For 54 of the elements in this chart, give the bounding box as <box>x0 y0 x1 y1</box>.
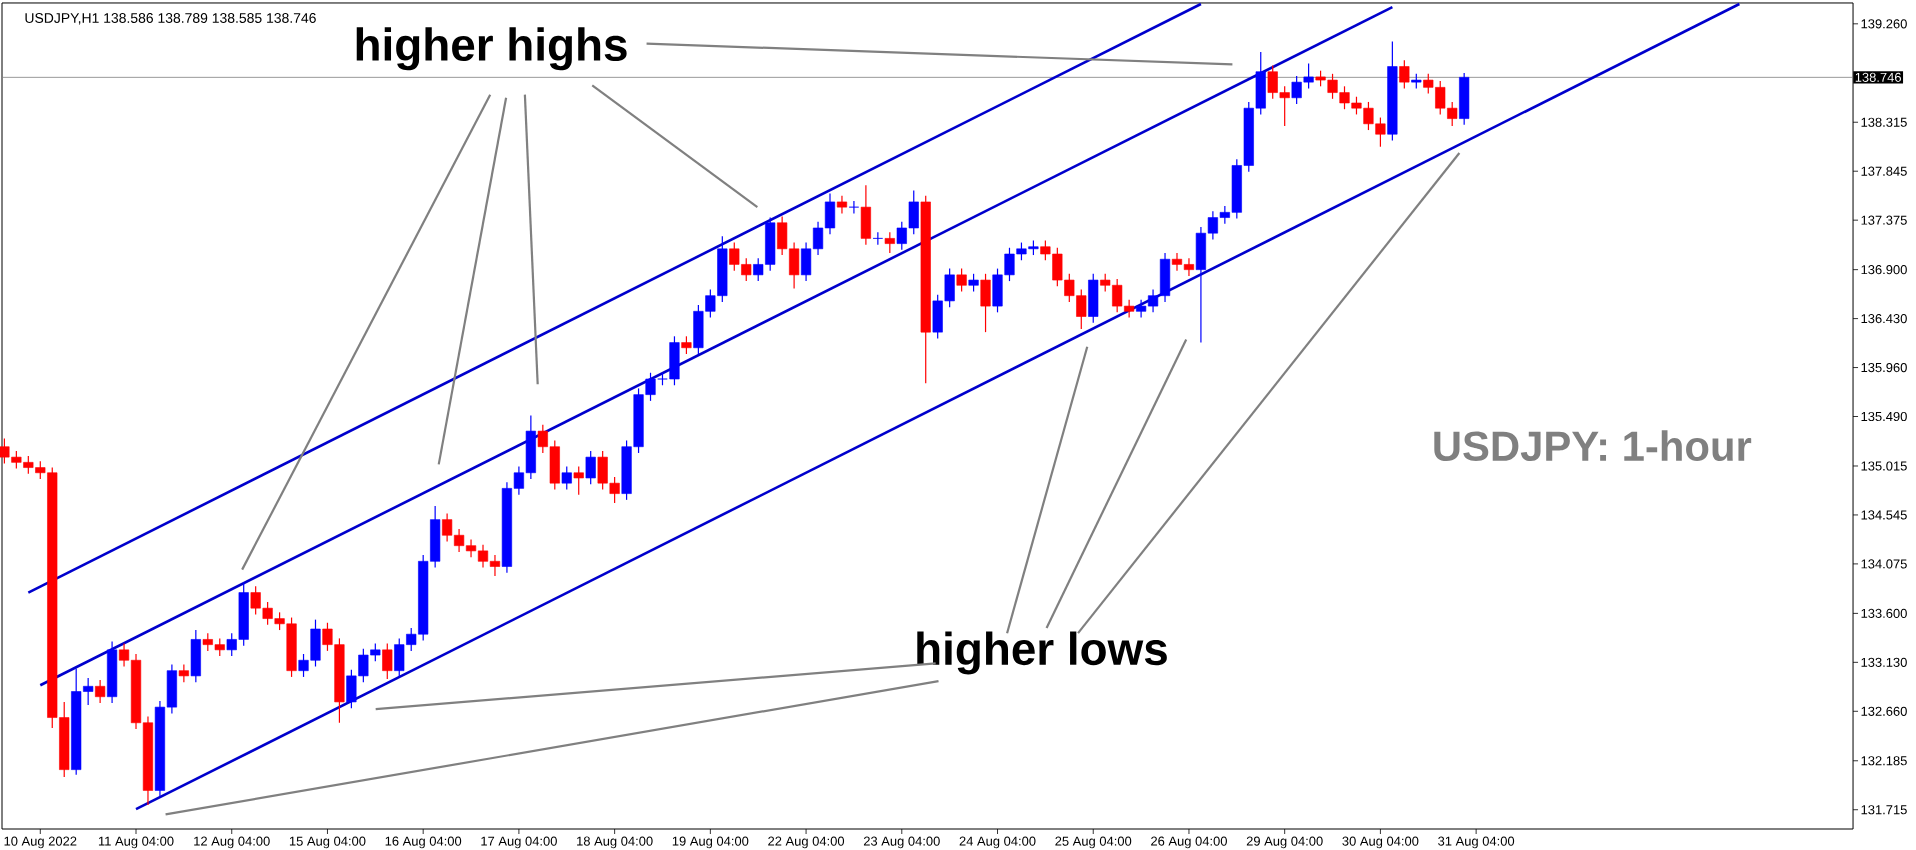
candlestick <box>477 544 489 569</box>
y-tick-label: 133.130 <box>1861 657 1907 667</box>
candlestick <box>118 642 130 668</box>
candlestick <box>1171 252 1183 272</box>
candlestick <box>1399 59 1410 89</box>
y-tick-label: 135.015 <box>1861 461 1907 471</box>
text: USDJPY,H1 138.586 138.789 138.585 138.746 <box>25 13 316 25</box>
candlestick <box>382 642 393 680</box>
y-tick-label: 139.260 <box>1861 19 1907 29</box>
x-tick-label: 24 Aug 04:00 <box>959 836 1036 849</box>
x-tick-label: 10 Aug 2022 <box>4 836 77 849</box>
y-tick-label: 131.715 <box>1861 805 1907 815</box>
candlestick <box>561 465 572 491</box>
candlestick <box>573 465 584 496</box>
y-tick-label: 136.900 <box>1861 265 1907 275</box>
candlestick <box>956 268 967 293</box>
y-tick-label: 137.845 <box>1861 166 1907 176</box>
y-tick-label: 132.660 <box>1861 706 1907 716</box>
candlestick <box>585 450 596 485</box>
x-tick-label: 25 Aug 04:00 <box>1055 836 1132 849</box>
x-tick-label: 29 Aug 04:00 <box>1246 836 1323 849</box>
y-tick-label: 133.600 <box>1861 608 1907 618</box>
x-tick-label: 26 Aug 04:00 <box>1151 836 1227 849</box>
y-tick-label: 134.075 <box>1861 559 1907 569</box>
y-tick-label: 135.960 <box>1861 362 1907 373</box>
annotation: USDJPY: 1-hour <box>1434 430 1752 462</box>
x-tick-label: 15 Aug 04:00 <box>289 836 366 849</box>
x-tick-label: 17 Aug 04:00 <box>481 836 557 849</box>
candlestick <box>848 200 860 214</box>
candlestick <box>836 195 848 214</box>
x-tick-label: 16 Aug 04:00 <box>385 836 462 849</box>
candlestick <box>884 231 895 254</box>
candlestick <box>489 554 501 577</box>
candlestick <box>872 231 883 246</box>
y-tick-label: 137.375 <box>1861 215 1907 225</box>
y-tick-label: 134.545 <box>1861 510 1907 520</box>
x-tick-label: 31 Aug 04:00 <box>1438 836 1515 849</box>
x-tick-label: 22 Aug 04:00 <box>768 836 845 849</box>
candlestick <box>178 663 189 683</box>
x-tick-label: 18 Aug 04:00 <box>577 836 653 849</box>
candlestick <box>1183 257 1195 277</box>
y-tick-label: 132.185 <box>1861 756 1907 766</box>
candlestick <box>95 679 106 704</box>
x-tick-label: 12 Aug 04:00 <box>194 836 270 849</box>
annotation: higher highs <box>356 27 627 71</box>
x-tick-label: 23 Aug 04:00 <box>863 836 940 849</box>
ref-line-label: 138.746 <box>1855 72 1901 82</box>
x-tick-label: 19 Aug 04:00 <box>672 836 749 849</box>
y-tick-label: 135.490 <box>1861 411 1907 422</box>
annotation: higher lows <box>917 631 1167 675</box>
y-tick-label: 136.430 <box>1861 314 1907 324</box>
x-tick-label: 11 Aug 04:00 <box>98 836 174 849</box>
y-tick-label: 138.315 <box>1861 117 1907 127</box>
x-tick-label: 30 Aug 04:00 <box>1342 836 1419 849</box>
